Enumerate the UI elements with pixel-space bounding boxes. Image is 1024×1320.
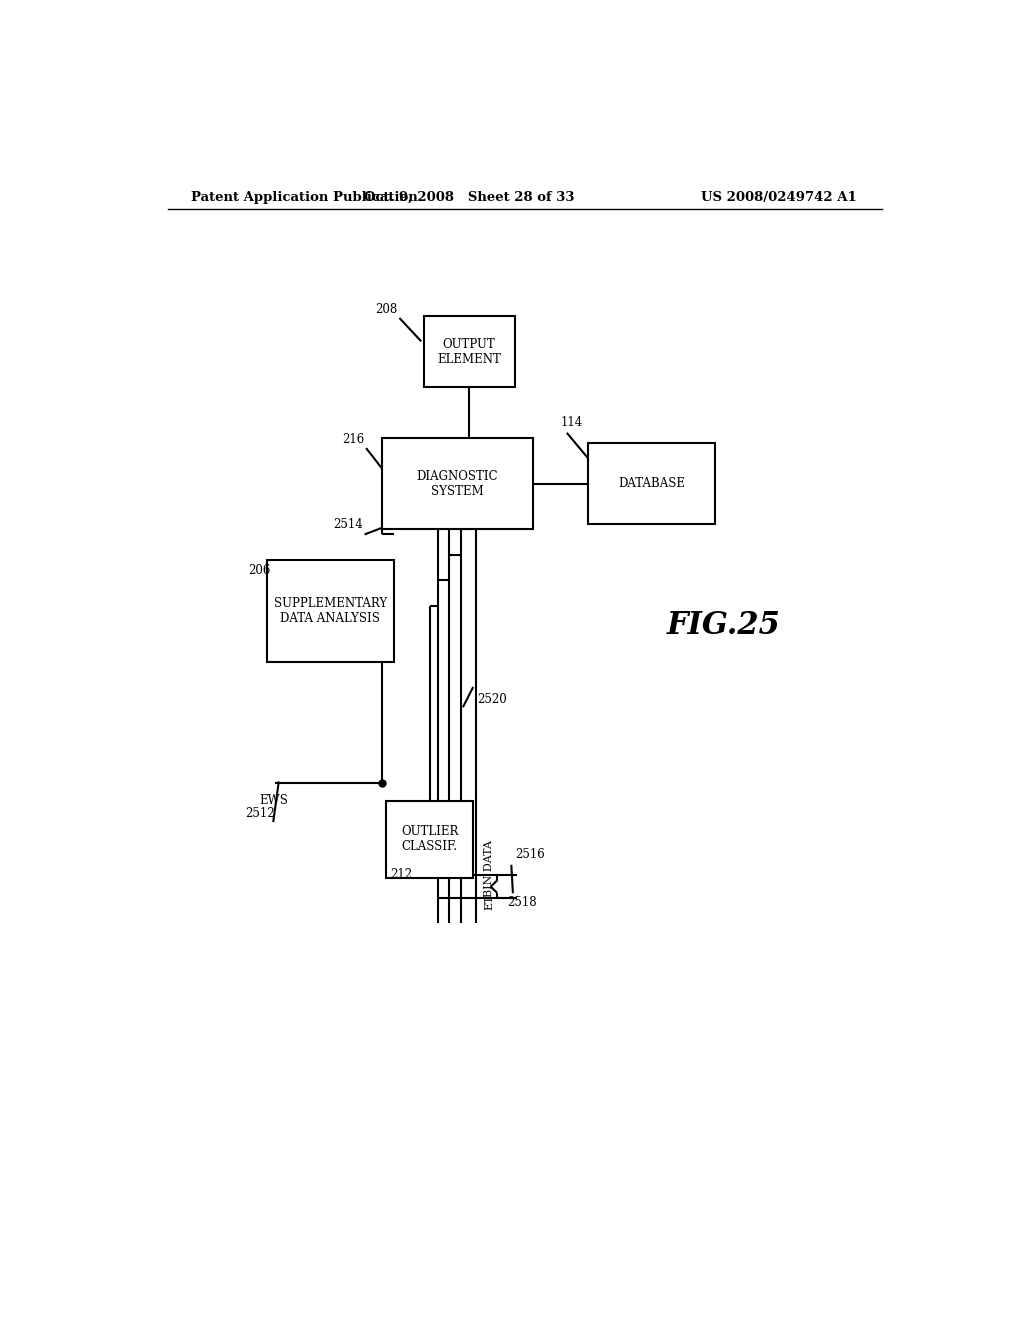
Text: 2512: 2512: [246, 808, 275, 821]
Text: OUTLIER
CLASSIF.: OUTLIER CLASSIF.: [400, 825, 459, 854]
Text: 2520: 2520: [477, 693, 507, 706]
Text: ET: ET: [484, 894, 495, 909]
Text: 216: 216: [342, 433, 365, 446]
Text: 208: 208: [376, 304, 398, 317]
Text: 212: 212: [390, 869, 412, 882]
Text: 114: 114: [560, 416, 583, 429]
Bar: [267, 560, 394, 661]
Bar: [386, 801, 473, 878]
Text: 2514: 2514: [333, 517, 362, 531]
Text: FIG.25: FIG.25: [667, 610, 780, 642]
Text: US 2008/0249742 A1: US 2008/0249742 A1: [700, 190, 857, 203]
Text: 2516: 2516: [515, 849, 545, 861]
Text: OUTPUT
ELEMENT: OUTPUT ELEMENT: [437, 338, 501, 366]
Text: EWS: EWS: [259, 795, 288, 808]
Bar: [382, 438, 532, 529]
Text: 2518: 2518: [507, 896, 537, 909]
Text: Oct. 9, 2008   Sheet 28 of 33: Oct. 9, 2008 Sheet 28 of 33: [364, 190, 574, 203]
Text: 206: 206: [249, 564, 271, 577]
Text: DATABASE: DATABASE: [618, 477, 685, 490]
Text: Patent Application Publication: Patent Application Publication: [191, 190, 418, 203]
Bar: [424, 315, 515, 387]
Bar: [588, 444, 715, 524]
Text: DIAGNOSTIC
SYSTEM: DIAGNOSTIC SYSTEM: [417, 470, 498, 498]
Text: SUPPLEMENTARY
DATA ANALYSIS: SUPPLEMENTARY DATA ANALYSIS: [273, 597, 387, 624]
Text: BIN DATA: BIN DATA: [484, 841, 495, 898]
